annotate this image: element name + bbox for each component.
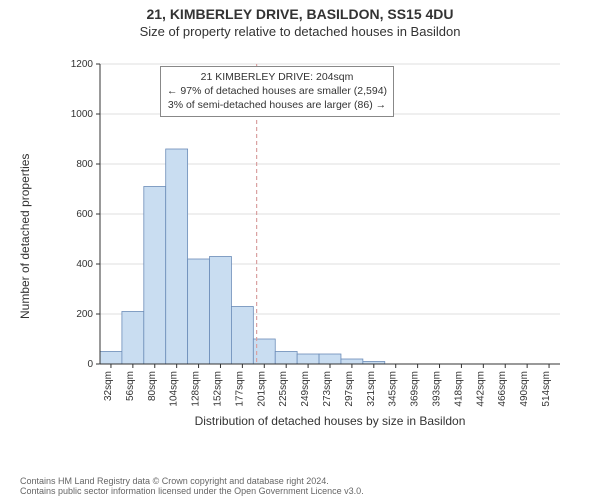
- svg-text:800: 800: [76, 159, 93, 170]
- svg-text:490sqm: 490sqm: [519, 371, 530, 407]
- y-axis-label: Number of detached properties: [18, 154, 32, 319]
- svg-text:80sqm: 80sqm: [147, 371, 158, 401]
- svg-text:514sqm: 514sqm: [541, 371, 552, 407]
- footer-line-1: Contains HM Land Registry data © Crown c…: [20, 476, 364, 486]
- svg-text:297sqm: 297sqm: [344, 371, 355, 407]
- page-title: 21, KIMBERLEY DRIVE, BASILDON, SS15 4DU: [0, 0, 600, 22]
- svg-text:273sqm: 273sqm: [322, 371, 333, 407]
- svg-text:177sqm: 177sqm: [234, 371, 245, 407]
- svg-text:249sqm: 249sqm: [300, 371, 311, 407]
- svg-text:466sqm: 466sqm: [497, 371, 508, 407]
- svg-text:225sqm: 225sqm: [278, 371, 289, 407]
- svg-text:369sqm: 369sqm: [410, 371, 421, 407]
- footer-line-2: Contains public sector information licen…: [20, 486, 364, 496]
- svg-text:400: 400: [76, 259, 93, 270]
- page-subtitle: Size of property relative to detached ho…: [0, 22, 600, 39]
- svg-text:600: 600: [76, 209, 93, 220]
- svg-text:56sqm: 56sqm: [125, 371, 136, 401]
- svg-text:418sqm: 418sqm: [453, 371, 464, 407]
- svg-text:0: 0: [87, 359, 93, 370]
- chart-container: 21, KIMBERLEY DRIVE, BASILDON, SS15 4DU …: [0, 0, 600, 500]
- svg-text:1200: 1200: [71, 59, 94, 70]
- svg-text:200: 200: [76, 309, 93, 320]
- svg-text:32sqm: 32sqm: [103, 371, 114, 401]
- svg-text:152sqm: 152sqm: [212, 371, 223, 407]
- annotation-line: ← 97% of detached houses are smaller (2,…: [167, 84, 387, 98]
- svg-text:442sqm: 442sqm: [475, 371, 486, 407]
- svg-text:128sqm: 128sqm: [191, 371, 202, 407]
- svg-text:1000: 1000: [71, 109, 94, 120]
- svg-text:104sqm: 104sqm: [169, 371, 180, 407]
- annotation-line: 21 KIMBERLEY DRIVE: 204sqm: [167, 70, 387, 84]
- x-axis-label: Distribution of detached houses by size …: [100, 414, 560, 428]
- footer: Contains HM Land Registry data © Crown c…: [20, 476, 364, 496]
- annotation-line: 3% of semi-detached houses are larger (8…: [167, 98, 387, 112]
- svg-text:345sqm: 345sqm: [388, 371, 399, 407]
- chart-area: 0 200 400 600 800 1000 1200 32sqm 56sqm 80sqm 104s…: [60, 54, 570, 414]
- svg-text:201sqm: 201sqm: [256, 371, 267, 407]
- svg-text:393sqm: 393sqm: [432, 371, 443, 407]
- svg-text:321sqm: 321sqm: [366, 371, 377, 407]
- annotation-box: 21 KIMBERLEY DRIVE: 204sqm← 97% of detac…: [160, 66, 394, 117]
